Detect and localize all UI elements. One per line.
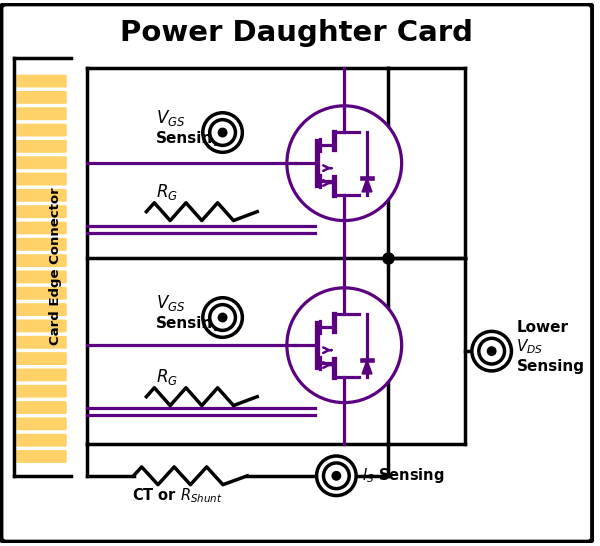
Circle shape bbox=[317, 456, 356, 496]
Circle shape bbox=[210, 305, 235, 330]
Text: $R_G$: $R_G$ bbox=[157, 182, 178, 202]
Text: $I_S$ Sensing: $I_S$ Sensing bbox=[362, 466, 445, 485]
Circle shape bbox=[203, 112, 242, 152]
Text: CT or $R_{Shunt}$: CT or $R_{Shunt}$ bbox=[131, 486, 222, 505]
FancyBboxPatch shape bbox=[16, 385, 67, 397]
Circle shape bbox=[287, 106, 401, 221]
Circle shape bbox=[203, 298, 242, 337]
FancyBboxPatch shape bbox=[16, 156, 67, 169]
Polygon shape bbox=[362, 178, 372, 192]
Circle shape bbox=[210, 120, 235, 145]
Circle shape bbox=[218, 128, 227, 138]
FancyBboxPatch shape bbox=[16, 319, 67, 333]
FancyBboxPatch shape bbox=[16, 287, 67, 300]
Circle shape bbox=[487, 346, 497, 356]
Text: Lower: Lower bbox=[517, 320, 568, 335]
FancyBboxPatch shape bbox=[16, 418, 67, 430]
Circle shape bbox=[331, 471, 341, 480]
Text: Card Edge Connector: Card Edge Connector bbox=[49, 187, 62, 345]
FancyBboxPatch shape bbox=[16, 369, 67, 381]
FancyBboxPatch shape bbox=[16, 205, 67, 218]
FancyBboxPatch shape bbox=[16, 75, 67, 87]
FancyBboxPatch shape bbox=[16, 336, 67, 349]
FancyBboxPatch shape bbox=[16, 189, 67, 202]
FancyBboxPatch shape bbox=[16, 108, 67, 120]
Text: Sensing: Sensing bbox=[157, 316, 224, 331]
FancyBboxPatch shape bbox=[16, 352, 67, 365]
Text: $V_{DS}$: $V_{DS}$ bbox=[517, 337, 544, 355]
FancyBboxPatch shape bbox=[16, 140, 67, 153]
Text: Power Daughter Card: Power Daughter Card bbox=[120, 19, 473, 46]
FancyBboxPatch shape bbox=[16, 270, 67, 283]
FancyBboxPatch shape bbox=[16, 450, 67, 463]
Circle shape bbox=[479, 339, 505, 364]
FancyBboxPatch shape bbox=[16, 222, 67, 234]
FancyBboxPatch shape bbox=[16, 303, 67, 316]
Circle shape bbox=[323, 463, 349, 489]
Circle shape bbox=[218, 312, 227, 323]
Polygon shape bbox=[362, 360, 372, 374]
Text: $V_{GS}$: $V_{GS}$ bbox=[157, 293, 186, 313]
Text: Sensing: Sensing bbox=[517, 359, 584, 375]
FancyBboxPatch shape bbox=[1, 4, 593, 542]
FancyBboxPatch shape bbox=[16, 123, 67, 136]
FancyBboxPatch shape bbox=[16, 173, 67, 186]
Text: $V_{GS}$: $V_{GS}$ bbox=[157, 108, 186, 128]
FancyBboxPatch shape bbox=[16, 238, 67, 251]
Text: Sensing: Sensing bbox=[157, 131, 224, 146]
FancyBboxPatch shape bbox=[16, 434, 67, 447]
Text: $R_G$: $R_G$ bbox=[157, 367, 178, 387]
FancyBboxPatch shape bbox=[16, 254, 67, 267]
FancyBboxPatch shape bbox=[16, 401, 67, 414]
Circle shape bbox=[287, 288, 401, 402]
FancyBboxPatch shape bbox=[16, 91, 67, 104]
Circle shape bbox=[472, 331, 511, 371]
